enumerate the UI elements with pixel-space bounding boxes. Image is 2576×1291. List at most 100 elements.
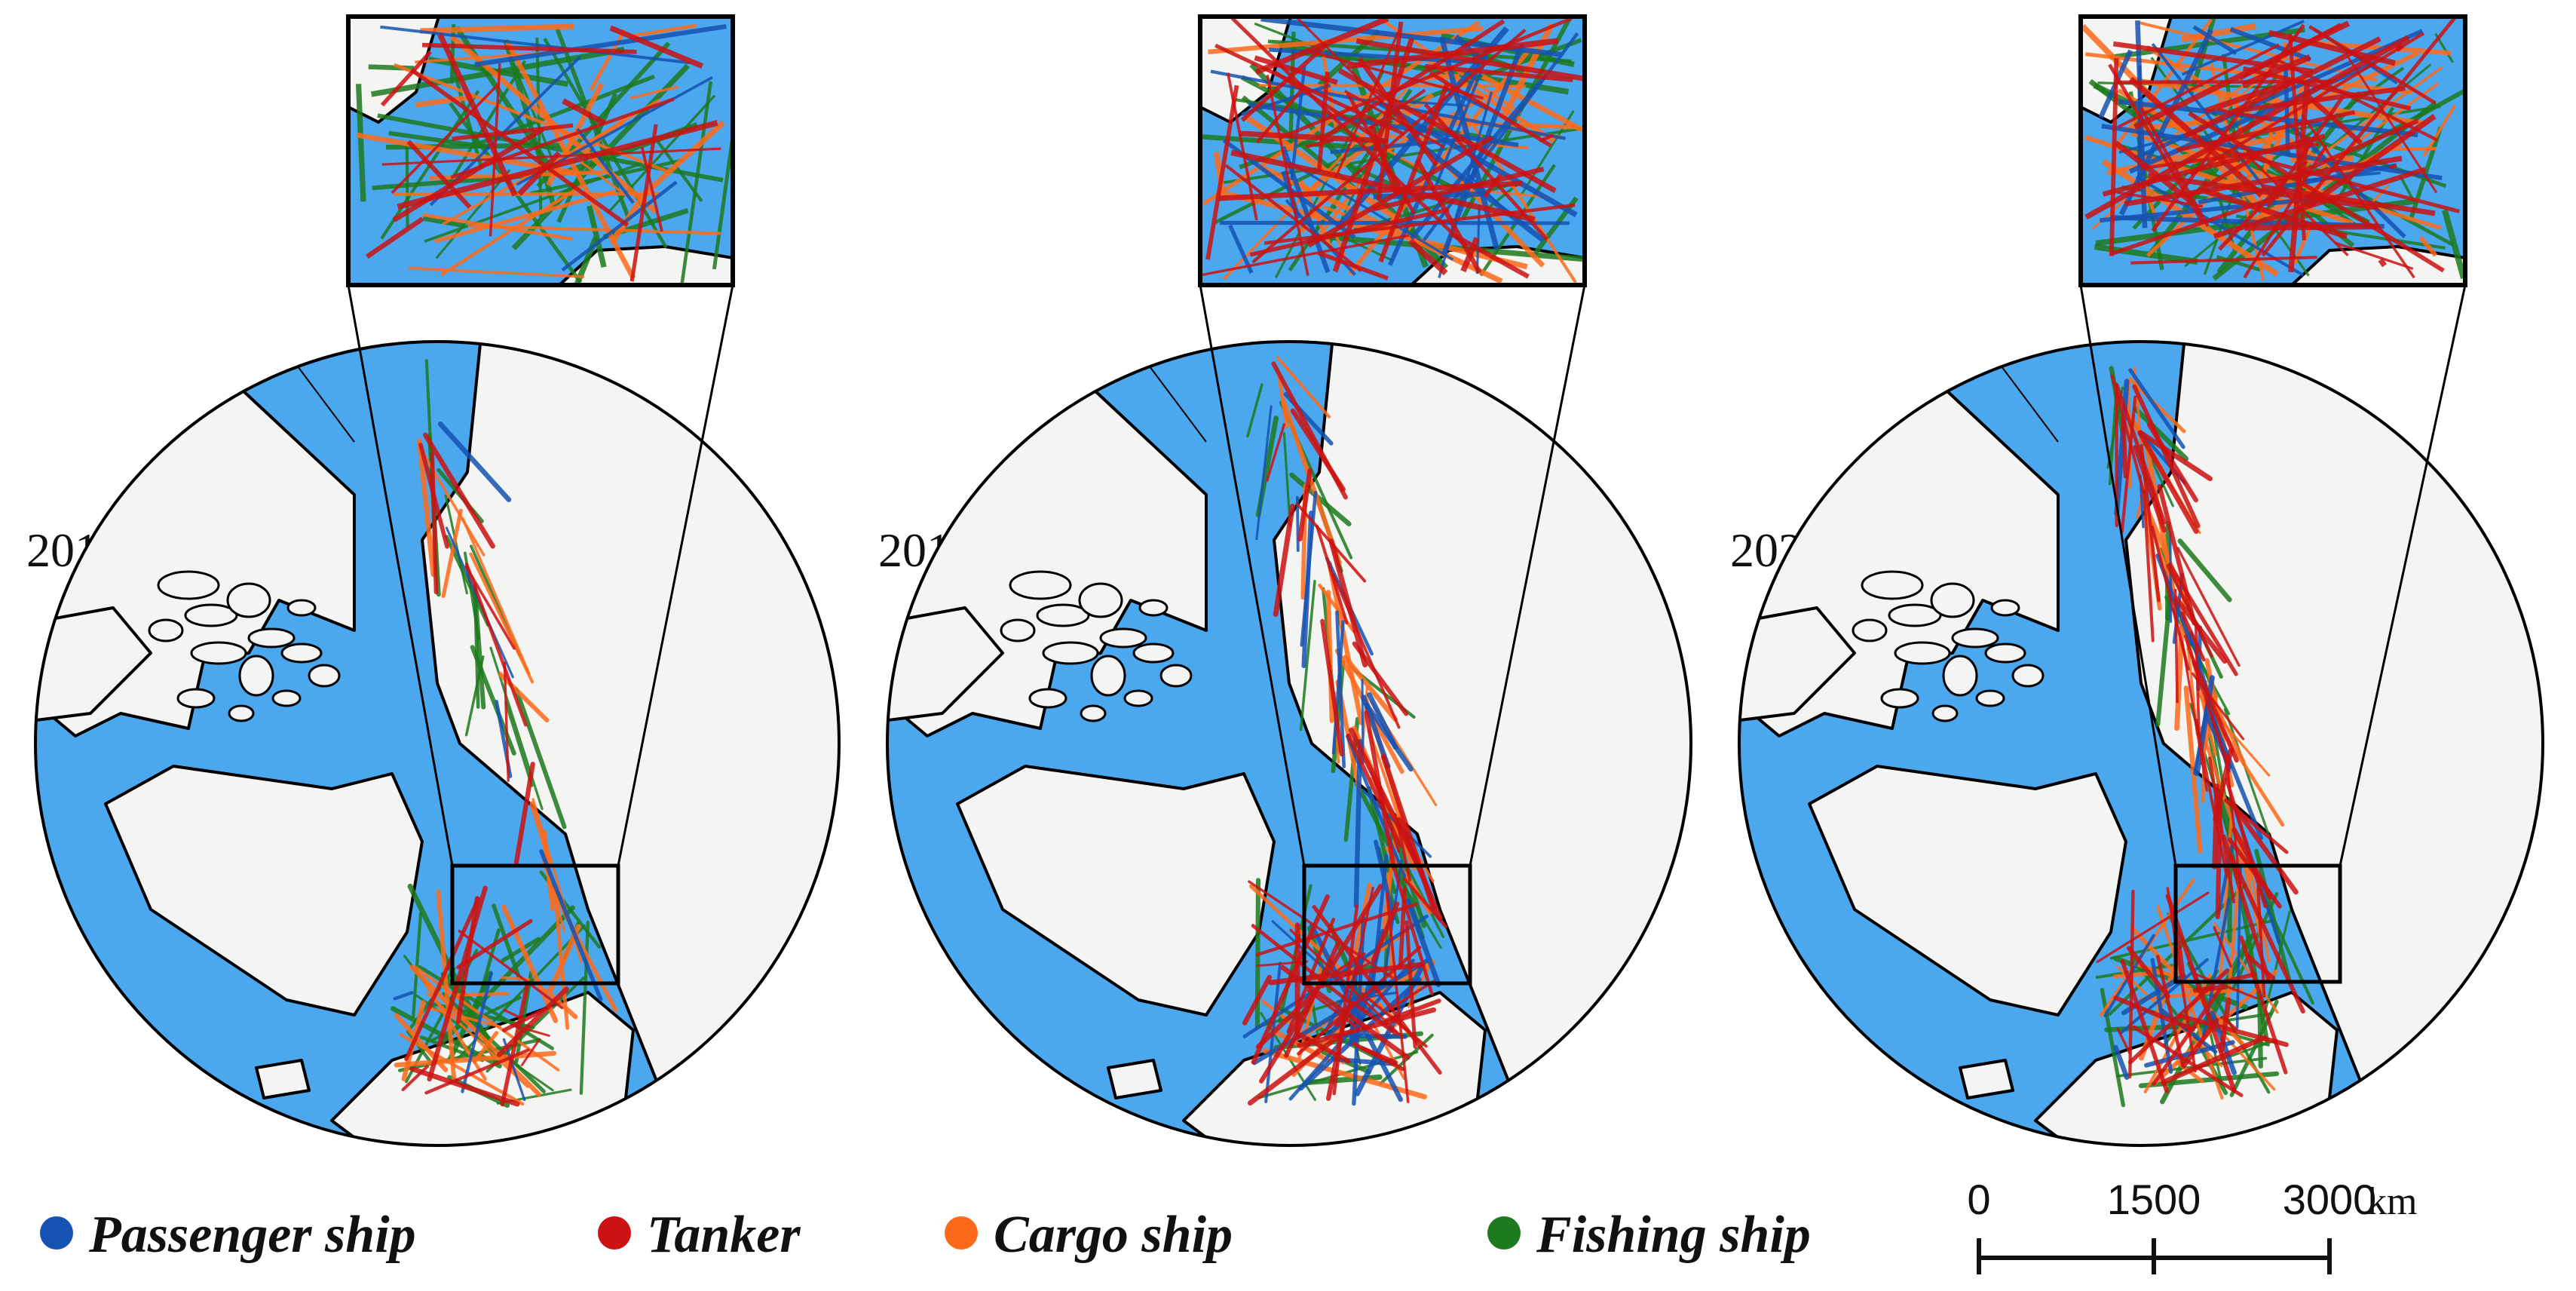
passenger-route: [1300, 490, 1318, 647]
tanker-route: [1248, 880, 1394, 980]
tanker-route: [1425, 63, 1573, 83]
passenger-route: [1352, 915, 1366, 1106]
cargo-route: [2180, 23, 2256, 43]
arctic-island: [148, 618, 184, 642]
tanker-route: [1378, 82, 1450, 263]
tanker-route: [2207, 756, 2236, 904]
cargo-route: [546, 880, 618, 1013]
cargo-route: [2183, 685, 2203, 854]
cargo-route: [2418, 235, 2438, 257]
tanker-route: [1328, 538, 1368, 668]
legend: Passenger ship Tanker Cargo ship Fishing sh…: [40, 1206, 1811, 1264]
cargo-route: [1276, 356, 1331, 419]
cargo-route: [2127, 377, 2186, 434]
tanker-route: [2133, 445, 2167, 533]
tanker-route: [1240, 42, 1328, 122]
fishing-route: [1299, 579, 1316, 731]
tanker-route: [1387, 980, 1435, 1011]
alaska-land: [887, 606, 1004, 722]
cargo-route: [467, 224, 721, 235]
tanker-route: [2191, 672, 2245, 741]
cargo-route: [1342, 655, 1398, 722]
fishing-route: [2409, 126, 2443, 219]
tanker-route: [2128, 76, 2264, 198]
tanker-route: [464, 562, 528, 727]
tanker-route: [2192, 984, 2226, 993]
tanker-route: [2114, 140, 2192, 203]
legend-label: Tanker: [647, 1206, 801, 1264]
tanker-route: [2191, 971, 2258, 1000]
passenger-route: [380, 25, 691, 65]
tanker-route: [430, 451, 439, 594]
tanker-route: [1395, 817, 1412, 882]
zoom-connector: [347, 284, 454, 866]
passenger-route: [1377, 100, 1578, 218]
legend-item: Cargo ship: [945, 1206, 1233, 1264]
passenger-route: [461, 971, 493, 1093]
zoom-connector: [1199, 284, 1306, 866]
tanker-route: [2334, 241, 2414, 270]
tanker-route: [2132, 384, 2201, 529]
arctic-island: [286, 599, 317, 617]
arctic-island: [1042, 641, 1099, 665]
arctic-island: [1090, 655, 1126, 697]
cargo-route: [455, 992, 510, 997]
passenger-route: [539, 849, 603, 1001]
fishing-route: [492, 903, 522, 981]
cargo-route: [2174, 610, 2185, 731]
legend-item: Fishing ship: [1487, 1206, 1811, 1264]
arctic-island: [1078, 582, 1123, 618]
tanker-route: [1352, 641, 1409, 716]
arctic-island: [271, 689, 302, 707]
zoom-connector: [1469, 284, 1586, 866]
arctic-island: [190, 641, 247, 665]
tanker-route: [1343, 90, 1445, 149]
cargo-route: [441, 508, 463, 598]
greenland-land: [956, 765, 1276, 1017]
arctic-island: [1159, 664, 1193, 688]
tanker-route: [517, 151, 562, 196]
tanker-route: [2132, 1025, 2244, 1097]
tanker-route: [496, 986, 569, 1058]
tanker-route: [1334, 31, 1400, 179]
cargo-route: [1280, 398, 1342, 566]
passenger-route: [2113, 1044, 2130, 1080]
inset-frame: [2078, 14, 2467, 287]
passenger-route: [2229, 26, 2311, 62]
fishing-route: [587, 205, 607, 268]
tanker-route: [2111, 195, 2280, 256]
cargo-route: [627, 23, 697, 38]
cargo-route: [629, 85, 679, 100]
tanker-route: [397, 120, 718, 210]
tanker-route: [2130, 256, 2317, 265]
arctic-island: [247, 627, 296, 649]
tanker-route: [2113, 995, 2195, 1032]
map-border: [1738, 340, 2544, 1147]
passenger-route: [2181, 20, 2305, 76]
tanker-route: [1255, 990, 1317, 1050]
ship-routes: [2095, 366, 2314, 1108]
arctic-island: [1000, 618, 1036, 642]
tanker-route: [2126, 946, 2170, 999]
arctic-island: [1123, 689, 1153, 707]
tanker-route: [502, 1008, 520, 1018]
tanker-route: [1218, 180, 1524, 201]
cargo-route: [2127, 379, 2132, 489]
siberia-land: [421, 342, 839, 1099]
tanker-route: [366, 216, 424, 259]
zoom-box: [2173, 863, 2342, 984]
tanker-route: [2151, 525, 2190, 671]
arctic-island: [1852, 618, 1888, 642]
fishing-route: [435, 169, 511, 259]
tanker-route: [2306, 113, 2437, 209]
arctic-island: [1099, 627, 1147, 649]
cargo-route: [1481, 74, 1584, 133]
fishing-route: [355, 84, 366, 202]
tanker-route: [380, 50, 433, 107]
map-panel-2015: 2015: [26, 14, 841, 1147]
tanker-route: [406, 140, 472, 209]
fishing-route: [449, 61, 483, 168]
tanker-route: [421, 42, 637, 54]
cargo-route: [2156, 905, 2224, 1100]
zoom-inset: [2081, 17, 2465, 285]
